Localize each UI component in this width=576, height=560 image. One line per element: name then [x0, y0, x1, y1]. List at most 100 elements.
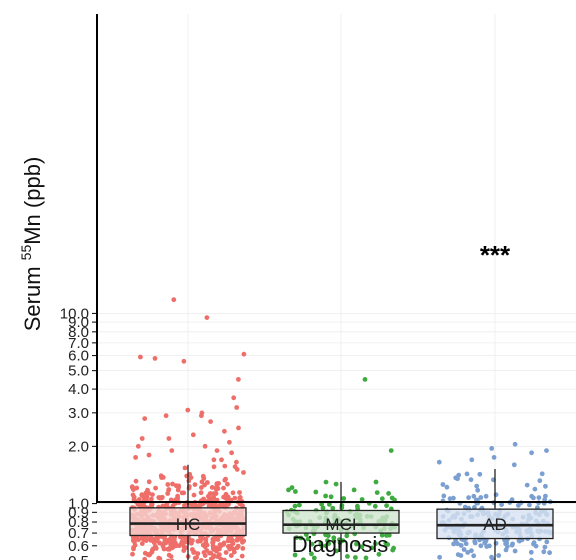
- box-mci: [282, 509, 400, 534]
- data-point-ad: [466, 495, 471, 500]
- y-tick-label: 0.6: [68, 538, 89, 555]
- data-point-mci: [286, 487, 291, 493]
- data-point-hc: [230, 541, 236, 546]
- data-point-hc: [201, 476, 207, 481]
- data-point-hc: [222, 463, 228, 469]
- data-point-hc: [202, 443, 208, 449]
- data-point-hc: [149, 548, 155, 554]
- data-point-hc: [163, 413, 169, 419]
- data-point-mci: [384, 503, 389, 508]
- data-point-hc: [146, 490, 152, 496]
- data-point-hc: [131, 545, 137, 550]
- data-point-hc: [182, 503, 187, 508]
- significance-annotations: ***: [480, 240, 511, 270]
- y-tick-label: 5.0: [68, 363, 89, 380]
- data-point-hc: [234, 405, 240, 410]
- data-point-ad: [524, 482, 530, 488]
- data-point-mci: [289, 485, 295, 490]
- data-point-ad: [529, 450, 534, 456]
- data-point-hc: [190, 432, 196, 438]
- axes: [92, 14, 576, 547]
- x-tick-label-mci: MCI: [325, 515, 356, 534]
- data-point-mci: [292, 503, 298, 509]
- data-point-ad: [437, 554, 442, 560]
- y-tick-label: 0.7: [68, 525, 89, 542]
- data-point-hc: [139, 436, 145, 441]
- data-point-hc: [217, 542, 223, 548]
- data-point-ad: [464, 471, 470, 477]
- data-point-hc: [135, 443, 141, 449]
- data-point-hc: [185, 407, 191, 413]
- data-point-hc: [213, 536, 219, 542]
- data-point-hc: [227, 544, 232, 550]
- data-point-hc: [138, 354, 143, 360]
- data-point-hc: [237, 490, 242, 495]
- data-point-hc: [133, 455, 139, 460]
- data-point-mci: [305, 536, 311, 542]
- data-point-ad: [458, 553, 464, 558]
- data-point-ad: [482, 540, 488, 546]
- data-point-hc: [190, 547, 195, 552]
- data-point-mci: [328, 494, 334, 500]
- data-point-mci: [369, 545, 375, 551]
- data-point-hc: [232, 495, 238, 501]
- data-point-hc: [179, 490, 185, 496]
- data-point-hc: [203, 539, 209, 545]
- data-point-hc: [146, 452, 152, 458]
- data-point-ad: [451, 541, 456, 547]
- grid-lines: [97, 14, 576, 547]
- data-point-hc: [222, 428, 227, 434]
- data-point-ad: [516, 503, 521, 508]
- data-point-ad: [542, 497, 548, 502]
- data-point-mci: [334, 548, 339, 554]
- data-point-hc: [210, 554, 216, 560]
- data-point-hc: [199, 485, 204, 490]
- data-point-hc: [219, 457, 224, 463]
- y-axis-label-prefix: Serum: [20, 260, 45, 331]
- data-point-ad: [510, 541, 515, 547]
- data-point-mci: [351, 487, 357, 493]
- data-point-hc: [236, 425, 241, 431]
- data-point-ad: [447, 496, 453, 502]
- data-point-ad: [469, 548, 474, 554]
- data-point-hc: [211, 464, 217, 470]
- data-point-mci: [354, 541, 359, 547]
- data-point-ad: [541, 549, 547, 555]
- y-tick-label: 0.9: [68, 504, 89, 521]
- data-point-ad: [440, 482, 446, 487]
- data-point-mci: [297, 502, 302, 508]
- data-point-ad: [441, 493, 447, 499]
- data-point-hc: [139, 541, 145, 546]
- data-point-hc: [228, 553, 234, 558]
- data-point-hc: [142, 550, 148, 556]
- data-point-mci: [309, 541, 315, 547]
- box-hc: [129, 507, 247, 537]
- data-point-hc: [190, 538, 195, 543]
- y-axis-label-superscript: 55: [18, 245, 34, 261]
- data-point-ad: [444, 484, 450, 490]
- data-point-ad: [537, 478, 543, 484]
- data-point-hc: [223, 476, 229, 482]
- data-point-hc: [166, 436, 172, 441]
- data-point-ad: [491, 455, 497, 460]
- data-point-hc: [226, 501, 231, 507]
- data-point-hc: [161, 546, 167, 552]
- data-point-hc: [157, 540, 163, 546]
- data-point-hc: [234, 459, 239, 465]
- data-point-mci: [374, 490, 380, 495]
- data-point-mci: [331, 535, 337, 541]
- y-tick-label: 3.0: [68, 405, 89, 422]
- data-point-mci: [379, 496, 385, 502]
- data-point-mci: [373, 541, 378, 547]
- data-point-hc: [201, 496, 207, 502]
- data-point-hc: [231, 395, 237, 401]
- data-point-ad: [471, 493, 477, 499]
- x-axis-label: Diagnosis: [292, 532, 389, 557]
- data-point-ad: [539, 471, 545, 477]
- data-point-hc: [181, 358, 187, 364]
- data-point-hc: [218, 502, 224, 508]
- data-point-hc: [182, 465, 188, 471]
- data-point-hc: [149, 496, 154, 502]
- data-point-mci: [294, 535, 299, 540]
- data-point-hc: [225, 496, 231, 501]
